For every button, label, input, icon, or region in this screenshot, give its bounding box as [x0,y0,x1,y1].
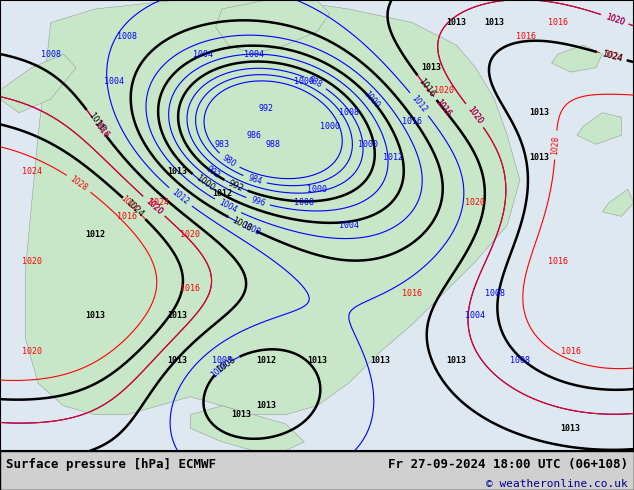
Text: 1013: 1013 [370,356,391,365]
Text: 1012: 1012 [170,188,191,207]
Text: 992: 992 [259,104,274,113]
Text: 1028: 1028 [550,135,561,155]
Polygon shape [190,406,304,451]
Text: 1016: 1016 [548,18,568,27]
Text: 1013: 1013 [256,401,276,410]
Text: 1020: 1020 [434,86,454,95]
Text: 1012: 1012 [212,189,232,198]
Text: 1000: 1000 [362,89,382,110]
Text: 1024: 1024 [119,194,139,214]
Text: 1013: 1013 [446,18,467,27]
Text: © weatheronline.co.uk: © weatheronline.co.uk [486,479,628,489]
Text: 1013: 1013 [446,356,467,365]
Text: 1016: 1016 [117,212,137,221]
Text: 1013: 1013 [231,410,251,419]
Text: 986: 986 [246,131,261,140]
Text: 1004: 1004 [465,311,486,320]
Text: 1020: 1020 [465,105,484,126]
Text: 1024: 1024 [22,167,42,176]
Text: 1016: 1016 [516,31,536,41]
Text: 1008: 1008 [41,49,61,59]
Text: 988: 988 [265,140,280,149]
Text: 1020: 1020 [604,12,626,26]
Text: 1013: 1013 [167,356,188,365]
Text: 1000: 1000 [320,122,340,131]
Text: 1012: 1012 [410,94,429,115]
Text: 1008: 1008 [241,220,262,237]
Polygon shape [552,45,602,72]
Text: 1020: 1020 [465,105,484,126]
Text: 1028: 1028 [68,174,89,193]
Text: 1016: 1016 [92,119,110,140]
Polygon shape [577,113,621,144]
Text: 988: 988 [307,75,324,90]
Text: 1008: 1008 [484,289,505,297]
Text: 983: 983 [214,140,230,149]
Text: 1000: 1000 [294,76,314,86]
Polygon shape [25,0,520,415]
Text: 1008: 1008 [212,356,232,365]
Text: 1012: 1012 [256,356,276,365]
Text: 1020: 1020 [180,230,200,239]
Text: Fr 27-09-2024 18:00 UTC (06+108): Fr 27-09-2024 18:00 UTC (06+108) [387,458,628,471]
Text: 1024: 1024 [148,198,169,207]
Text: 980: 980 [221,153,238,169]
Text: 1024: 1024 [603,49,624,64]
Text: 1020: 1020 [22,347,42,356]
Text: 1016: 1016 [548,257,568,266]
Text: 1008: 1008 [510,356,530,365]
Text: 1008: 1008 [294,198,314,207]
Text: 1016: 1016 [402,289,422,297]
Text: 1016: 1016 [434,98,452,118]
Text: 1012: 1012 [383,153,403,162]
Text: 1020: 1020 [22,257,42,266]
Text: 1004: 1004 [243,49,264,59]
Text: 1008: 1008 [339,108,359,117]
Text: 1013: 1013 [421,63,441,72]
Text: 992: 992 [204,164,221,180]
Polygon shape [602,189,634,217]
Polygon shape [0,54,76,113]
Text: 1013: 1013 [529,153,549,162]
Text: Surface pressure [hPa] ECMWF: Surface pressure [hPa] ECMWF [6,458,216,471]
Text: 1008: 1008 [117,31,137,41]
Text: 1013: 1013 [85,311,105,320]
Text: 1008: 1008 [210,360,230,380]
Text: 1013: 1013 [307,356,327,365]
Text: 1013: 1013 [167,311,188,320]
Text: 1016: 1016 [86,111,106,133]
Text: 1020: 1020 [144,196,164,216]
Text: 1013: 1013 [529,108,549,117]
Text: 1008: 1008 [231,216,254,233]
Text: 1000: 1000 [358,140,378,149]
Text: 1016: 1016 [92,119,110,140]
Text: 1024: 1024 [600,49,623,63]
Polygon shape [216,0,330,54]
Text: 1013: 1013 [484,18,505,27]
Text: 1004: 1004 [217,197,238,215]
Text: 1004: 1004 [104,76,124,86]
Text: 1012: 1012 [85,230,105,239]
Text: 1020: 1020 [144,196,164,216]
Text: 996: 996 [250,195,266,208]
Text: 1000: 1000 [307,185,327,194]
Text: 1008: 1008 [215,355,237,374]
Text: 1024: 1024 [124,198,145,219]
Text: 1013: 1013 [167,167,188,176]
Text: 1016: 1016 [434,98,452,118]
Text: 1016: 1016 [402,117,422,126]
Text: 1004: 1004 [193,49,213,59]
Text: 1020: 1020 [604,12,626,26]
Text: 992: 992 [227,178,245,193]
Text: 1020: 1020 [465,198,486,207]
Text: 1016: 1016 [560,347,581,356]
Text: 984: 984 [247,173,263,186]
Text: 1013: 1013 [560,424,581,433]
Text: 1016: 1016 [417,76,437,99]
Text: 1004: 1004 [339,221,359,230]
Text: 1016: 1016 [180,284,200,293]
Text: 1000: 1000 [193,174,216,193]
